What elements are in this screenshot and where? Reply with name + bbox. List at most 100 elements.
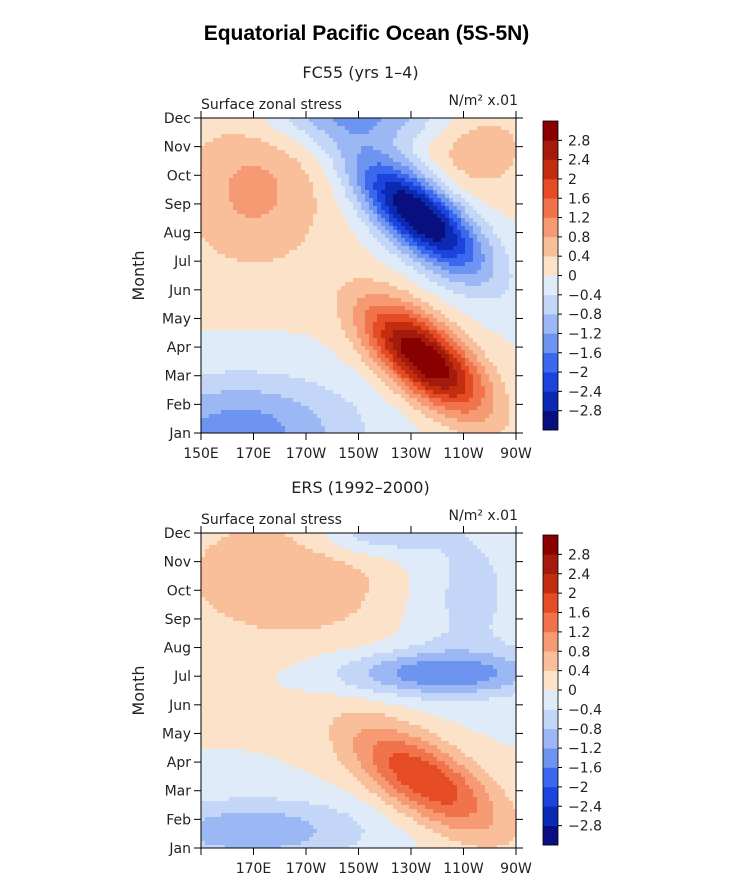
heatmap-cell xyxy=(333,286,338,291)
heatmap-cell xyxy=(449,282,454,287)
heatmap-cell xyxy=(397,342,402,347)
heatmap-cell xyxy=(357,242,362,247)
heatmap-cell xyxy=(413,394,418,399)
heatmap-cell xyxy=(393,146,398,151)
heatmap-cell xyxy=(417,238,422,243)
heatmap-cell xyxy=(321,130,326,135)
heatmap-cell xyxy=(293,362,298,367)
heatmap-cell xyxy=(237,370,242,375)
heatmap-cell xyxy=(257,218,262,223)
heatmap-cell xyxy=(429,318,434,323)
heatmap-cell xyxy=(353,330,358,335)
heatmap-cell xyxy=(273,270,278,275)
heatmap-cell xyxy=(293,386,298,391)
heatmap-cell xyxy=(397,370,402,375)
heatmap-cell xyxy=(201,154,206,159)
heatmap-cell xyxy=(249,190,254,195)
heatmap-cell xyxy=(217,414,222,419)
heatmap-cell xyxy=(225,382,230,387)
heatmap-cell xyxy=(325,350,330,355)
heatmap-cell xyxy=(313,306,318,311)
heatmap-cell xyxy=(385,126,390,131)
heatmap-cell xyxy=(229,190,234,195)
heatmap-cell xyxy=(289,154,294,159)
heatmap-cell xyxy=(385,402,390,407)
heatmap-cell xyxy=(337,330,342,335)
heatmap-cell xyxy=(437,214,442,219)
heatmap-cell xyxy=(321,358,326,363)
heatmap-cell xyxy=(289,170,294,175)
heatmap-cell xyxy=(389,398,394,403)
heatmap-cell xyxy=(377,254,382,259)
heatmap-cell xyxy=(253,378,258,383)
heatmap-cell xyxy=(209,286,214,291)
heatmap-cell xyxy=(201,398,206,403)
heatmap-cell xyxy=(357,382,362,387)
heatmap-cell xyxy=(233,194,238,199)
heatmap-cell xyxy=(405,362,410,367)
heatmap-cell xyxy=(305,194,310,199)
heatmap-cell xyxy=(381,426,386,431)
heatmap-cell xyxy=(201,298,206,303)
heatmap-cell xyxy=(337,350,342,355)
heatmap-cell xyxy=(361,122,366,127)
heatmap-cell xyxy=(221,134,226,139)
heatmap-cell xyxy=(281,342,286,347)
heatmap-cell xyxy=(385,178,390,183)
heatmap-cell xyxy=(417,290,422,295)
heatmap-cell xyxy=(449,358,454,363)
heatmap-cell xyxy=(309,178,314,183)
heatmap-cell xyxy=(253,318,258,323)
heatmap-cell xyxy=(309,138,314,143)
heatmap-cell xyxy=(401,266,406,271)
heatmap-cell xyxy=(317,158,322,163)
heatmap-cell xyxy=(365,370,370,375)
heatmap-cell xyxy=(281,330,286,335)
heatmap-cell xyxy=(361,162,366,167)
heatmap-cell xyxy=(313,246,318,251)
heatmap-cell xyxy=(393,282,398,287)
heatmap-cell xyxy=(217,270,222,275)
heatmap-cell xyxy=(333,202,338,207)
heatmap-cell xyxy=(269,338,274,343)
heatmap-cell xyxy=(413,402,418,407)
heatmap-cell xyxy=(377,130,382,135)
heatmap-cell xyxy=(377,214,382,219)
heatmap-cell xyxy=(329,310,334,315)
heatmap-cell xyxy=(389,322,394,327)
heatmap-cell xyxy=(277,426,282,431)
heatmap-cell xyxy=(261,342,266,347)
heatmap-cell xyxy=(441,134,446,139)
heatmap-cell xyxy=(413,322,418,327)
heatmap-cell xyxy=(329,238,334,243)
heatmap-cell xyxy=(341,122,346,127)
heatmap-cell xyxy=(409,234,414,239)
heatmap-cell xyxy=(289,350,294,355)
heatmap-cell xyxy=(289,326,294,331)
heatmap-cell xyxy=(293,254,298,259)
heatmap-cell xyxy=(433,186,438,191)
heatmap-cell xyxy=(309,418,314,423)
heatmap-cell xyxy=(321,246,326,251)
heatmap-cell xyxy=(393,330,398,335)
heatmap-cell xyxy=(249,270,254,275)
heatmap-cell xyxy=(245,166,250,171)
heatmap-cell xyxy=(361,174,366,179)
heatmap-cell xyxy=(245,154,250,159)
heatmap-cell xyxy=(325,194,330,199)
heatmap-cell xyxy=(449,186,454,191)
heatmap-cell xyxy=(369,162,374,167)
heatmap-cell xyxy=(341,134,346,139)
heatmap-cell xyxy=(309,354,314,359)
heatmap-cell xyxy=(293,294,298,299)
heatmap-cell xyxy=(377,146,382,151)
heatmap-cell xyxy=(233,234,238,239)
heatmap-cell xyxy=(281,138,286,143)
heatmap-cell xyxy=(221,266,226,271)
heatmap-cell xyxy=(289,266,294,271)
heatmap-cell xyxy=(269,258,274,263)
heatmap-cell xyxy=(201,418,206,423)
heatmap-cell xyxy=(369,338,374,343)
heatmap-cell xyxy=(273,310,278,315)
heatmap-cell xyxy=(277,254,282,259)
